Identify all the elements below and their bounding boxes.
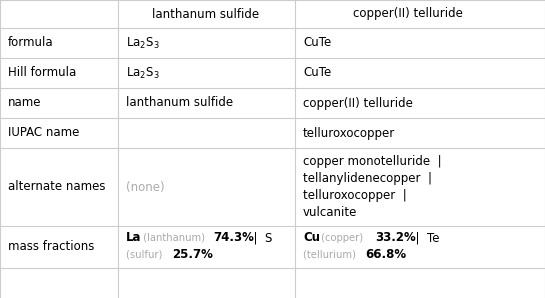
Text: vulcanite: vulcanite: [303, 207, 358, 220]
Text: lanthanum sulfide: lanthanum sulfide: [153, 7, 259, 21]
Text: |  S: | S: [246, 231, 272, 244]
Text: 33.2%: 33.2%: [375, 231, 416, 244]
Text: IUPAC name: IUPAC name: [8, 126, 80, 139]
Text: name: name: [8, 97, 41, 109]
Text: (sulfur): (sulfur): [126, 249, 166, 260]
Text: Hill formula: Hill formula: [8, 66, 76, 80]
Text: 66.8%: 66.8%: [365, 248, 406, 261]
Text: CuTe: CuTe: [303, 36, 331, 49]
Text: La$_2$S$_3$: La$_2$S$_3$: [126, 66, 160, 80]
Text: Cu: Cu: [303, 231, 320, 244]
Text: copper(II) telluride: copper(II) telluride: [353, 7, 463, 21]
Text: 74.3%: 74.3%: [213, 231, 254, 244]
Text: formula: formula: [8, 36, 53, 49]
Text: La$_2$S$_3$: La$_2$S$_3$: [126, 35, 160, 51]
Text: alternate names: alternate names: [8, 181, 106, 193]
Text: (tellurium): (tellurium): [303, 249, 359, 260]
Text: (lanthanum): (lanthanum): [140, 233, 208, 243]
Text: telluroxocopper: telluroxocopper: [303, 126, 395, 139]
Text: 25.7%: 25.7%: [172, 248, 213, 261]
Text: tellanylidenecopper  |: tellanylidenecopper |: [303, 172, 432, 185]
Text: copper(II) telluride: copper(II) telluride: [303, 97, 413, 109]
Text: telluroxocopper  |: telluroxocopper |: [303, 189, 407, 202]
Text: La: La: [126, 231, 142, 244]
Text: copper monotelluride  |: copper monotelluride |: [303, 154, 441, 167]
Text: (copper): (copper): [318, 233, 366, 243]
Text: (none): (none): [126, 181, 165, 193]
Text: lanthanum sulfide: lanthanum sulfide: [126, 97, 233, 109]
Text: CuTe: CuTe: [303, 66, 331, 80]
Text: |  Te: | Te: [408, 231, 439, 244]
Text: mass fractions: mass fractions: [8, 240, 94, 254]
